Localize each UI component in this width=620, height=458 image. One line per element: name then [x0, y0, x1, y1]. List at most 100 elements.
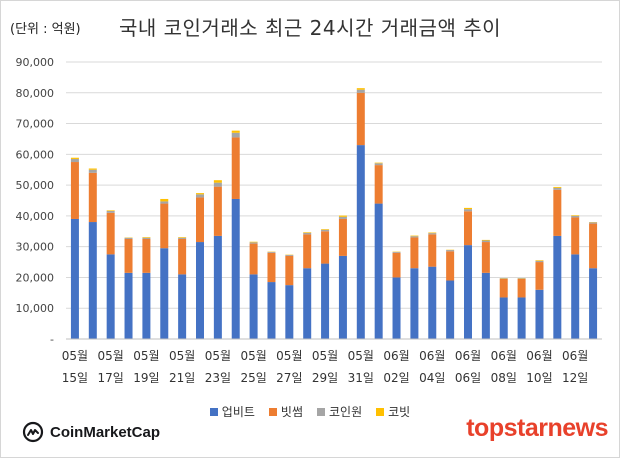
legend-item-coinone: 코인원 — [317, 403, 362, 420]
bar-area — [70, 88, 598, 339]
y-tick-label: 80,000 — [16, 87, 55, 100]
x-tick-label-day: 10일 — [526, 371, 552, 385]
bar-segment-coinone — [178, 237, 187, 239]
bar-segment-korbit — [535, 260, 544, 261]
bar-segment-korbit — [88, 168, 97, 170]
y-tick-label: 40,000 — [16, 210, 55, 223]
bar-segment-coinone — [499, 278, 508, 279]
bar-segment-upbit — [231, 198, 240, 339]
x-tick-label-month: 05월 — [240, 349, 266, 363]
x-tick-label-month: 05월 — [312, 349, 338, 363]
x-tick-label-month: 06월 — [562, 349, 588, 363]
x-tick-label-day: 17일 — [98, 371, 124, 385]
bar-segment-bithumb — [446, 251, 455, 281]
x-tick-label-month: 05월 — [348, 349, 374, 363]
x-tick-label-month: 06월 — [383, 349, 409, 363]
legend-swatch-upbit — [209, 407, 218, 416]
x-tick-label-day: 04일 — [419, 371, 445, 385]
bar-segment-bithumb — [70, 162, 79, 219]
x-tick-label-month: 06월 — [491, 349, 517, 363]
bar-segment-upbit — [589, 268, 598, 339]
bar-segment-upbit — [303, 268, 312, 339]
bar-segment-upbit — [481, 272, 490, 339]
bar-segment-upbit — [70, 218, 79, 339]
bar-segment-korbit — [410, 235, 419, 237]
bar-segment-upbit — [428, 266, 437, 339]
chart-legend: 업비트 빗썸 코인원 코빗 — [0, 403, 620, 420]
bar-segment-bithumb — [517, 278, 526, 298]
bar-segment-korbit — [321, 229, 330, 230]
bar-segment-coinone — [374, 163, 383, 166]
bar-segment-coinone — [321, 229, 330, 232]
bar-segment-coinone — [464, 209, 472, 212]
bar-segment-coinone — [231, 132, 240, 138]
bar-segment-korbit — [142, 237, 151, 238]
x-tick-label-month: 05월 — [276, 349, 302, 363]
bar-segment-bithumb — [88, 172, 97, 223]
bar-segment-upbit — [142, 272, 151, 339]
bar-segment-korbit — [303, 232, 312, 233]
bar-segment-coinone — [70, 158, 79, 163]
x-tick-label-day: 19일 — [133, 371, 159, 385]
bar-segment-upbit — [213, 235, 222, 339]
bar-segment-coinone — [303, 232, 312, 235]
bar-segment-upbit — [356, 145, 365, 339]
bar-segment-upbit — [88, 222, 97, 339]
bar-segment-korbit — [213, 180, 222, 183]
x-tick-label-month: 05월 — [169, 349, 195, 363]
y-tick-label: 60,000 — [16, 148, 55, 161]
bar-segment-korbit — [428, 232, 437, 234]
legend-label-korbit: 코빗 — [388, 405, 411, 419]
coinmarketcap-text: CoinMarketCap — [50, 423, 161, 441]
bar-segment-upbit — [517, 297, 526, 339]
legend-label-coinone: 코인원 — [329, 405, 363, 419]
unit-label: (단위 : 억원) — [10, 22, 81, 37]
bar-segment-bithumb — [338, 218, 347, 256]
x-tick-label-day: 08일 — [491, 371, 517, 385]
y-tick-label: - — [50, 333, 54, 346]
bar-segment-coinone — [446, 250, 455, 252]
bar-segment-bithumb — [571, 217, 580, 255]
bar-segment-coinone — [553, 187, 562, 190]
bar-segment-bithumb — [356, 92, 365, 146]
bar-segment-korbit — [464, 207, 472, 210]
legend-swatch-bithumb — [268, 407, 277, 416]
x-tick-label-month: 05월 — [133, 349, 159, 363]
bar-segment-bithumb — [178, 238, 187, 275]
x-tick-label-month: 06월 — [455, 349, 481, 363]
bar-segment-upbit — [446, 280, 455, 339]
bar-segment-coinone — [249, 242, 258, 244]
bar-segment-bithumb — [196, 197, 204, 243]
bar-segment-bithumb — [392, 252, 401, 278]
bar-segment-bithumb — [499, 278, 508, 298]
x-tick-label-month: 06월 — [526, 349, 552, 363]
bar-segment-coinone — [428, 233, 437, 235]
bar-segment-coinone — [106, 210, 115, 213]
topstarnews-logo: topstarnews — [466, 414, 608, 442]
bar-segment-bithumb — [231, 137, 240, 199]
bar-segment-coinone — [356, 89, 365, 93]
bar-segment-bithumb — [124, 238, 133, 273]
bar-segment-bithumb — [589, 223, 598, 269]
bar-segment-upbit — [196, 242, 204, 339]
bar-segment-upbit — [321, 263, 330, 339]
bar-segment-bithumb — [303, 234, 312, 269]
bar-segment-bithumb — [374, 165, 383, 204]
bar-segment-bithumb — [213, 186, 222, 236]
bar-segment-bithumb — [285, 255, 294, 286]
legend-label-bithumb: 빗썸 — [280, 405, 303, 419]
bar-segment-korbit — [196, 193, 204, 195]
bar-segment-upbit — [124, 272, 133, 339]
bar-segment-upbit — [535, 289, 544, 339]
bar-segment-bithumb — [535, 262, 544, 290]
legend-item-korbit: 코빗 — [376, 403, 410, 420]
bar-segment-coinone — [410, 236, 419, 238]
bar-segment-coinone — [535, 260, 544, 263]
x-tick-label-month: 05월 — [62, 349, 88, 363]
x-tick-label-day: 15일 — [62, 371, 88, 385]
legend-swatch-korbit — [376, 407, 385, 416]
legend-item-upbit: 업비트 — [209, 403, 255, 420]
bar-segment-upbit — [249, 274, 258, 339]
bar-segment-upbit — [267, 282, 276, 339]
bar-segment-coinone — [267, 251, 276, 253]
